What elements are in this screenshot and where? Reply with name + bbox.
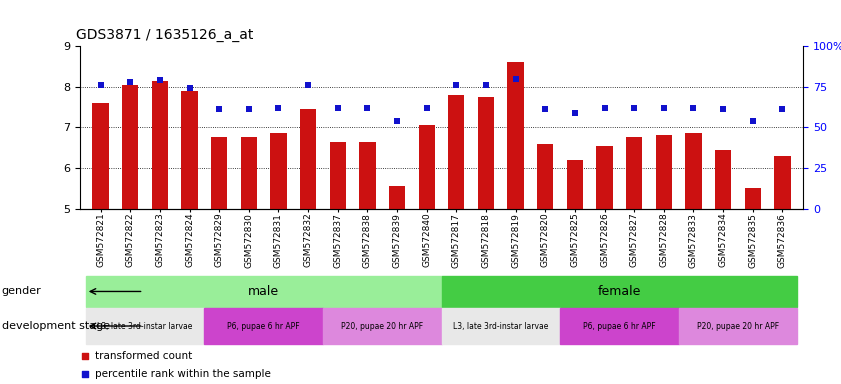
Text: L3, late 3rd-instar larvae: L3, late 3rd-instar larvae — [453, 321, 548, 331]
Bar — [122, 84, 139, 209]
Point — [450, 82, 463, 88]
Bar — [679, 308, 797, 344]
Bar — [656, 136, 672, 209]
Point — [420, 105, 433, 111]
Text: transformed count: transformed count — [95, 351, 193, 361]
Text: development stage: development stage — [2, 321, 110, 331]
Bar — [419, 125, 435, 209]
Bar — [478, 97, 495, 209]
Point — [124, 79, 137, 85]
Point — [746, 118, 759, 124]
Text: gender: gender — [2, 286, 41, 296]
Bar — [86, 308, 204, 344]
Text: percentile rank within the sample: percentile rank within the sample — [95, 369, 271, 379]
Bar — [567, 160, 583, 209]
Point — [272, 105, 285, 111]
Bar — [537, 144, 553, 209]
Point — [361, 105, 374, 111]
Bar — [560, 308, 679, 344]
Bar — [389, 186, 405, 209]
Point — [78, 371, 92, 377]
Bar — [596, 146, 613, 209]
Text: male: male — [248, 285, 279, 298]
Point — [538, 106, 552, 113]
Bar — [359, 142, 376, 209]
Bar — [86, 276, 442, 307]
Text: P6, pupae 6 hr APF: P6, pupae 6 hr APF — [583, 321, 656, 331]
Text: L3, late 3rd-instar larvae: L3, late 3rd-instar larvae — [98, 321, 193, 331]
Bar — [442, 276, 797, 307]
Bar — [685, 133, 701, 209]
Bar — [151, 81, 168, 209]
Bar — [626, 137, 643, 209]
Bar — [323, 308, 442, 344]
Text: GDS3871 / 1635126_a_at: GDS3871 / 1635126_a_at — [77, 28, 254, 42]
Bar — [448, 95, 464, 209]
Point — [687, 105, 701, 111]
Point — [242, 106, 256, 113]
Point — [627, 105, 641, 111]
Text: P20, pupae 20 hr APF: P20, pupae 20 hr APF — [697, 321, 779, 331]
Bar — [211, 137, 227, 209]
Point — [479, 82, 493, 88]
Text: female: female — [598, 285, 641, 298]
Point — [153, 77, 167, 83]
Bar — [93, 103, 108, 209]
Bar — [330, 142, 346, 209]
Bar — [270, 133, 287, 209]
Point — [94, 82, 108, 88]
Point — [390, 118, 404, 124]
Bar — [507, 62, 524, 209]
Point — [598, 105, 611, 111]
Point — [331, 105, 345, 111]
Bar — [715, 150, 732, 209]
Bar — [241, 137, 257, 209]
Bar — [744, 188, 761, 209]
Bar — [442, 308, 560, 344]
Point — [569, 109, 582, 116]
Bar — [204, 308, 323, 344]
Text: P6, pupae 6 hr APF: P6, pupae 6 hr APF — [227, 321, 300, 331]
Point — [717, 106, 730, 113]
Point — [78, 353, 92, 359]
Point — [657, 105, 670, 111]
Bar — [775, 156, 791, 209]
Point — [775, 106, 789, 113]
Bar — [300, 109, 316, 209]
Point — [213, 106, 226, 113]
Text: P20, pupae 20 hr APF: P20, pupae 20 hr APF — [341, 321, 423, 331]
Bar — [182, 91, 198, 209]
Point — [509, 76, 522, 82]
Point — [301, 82, 315, 88]
Point — [182, 85, 196, 91]
